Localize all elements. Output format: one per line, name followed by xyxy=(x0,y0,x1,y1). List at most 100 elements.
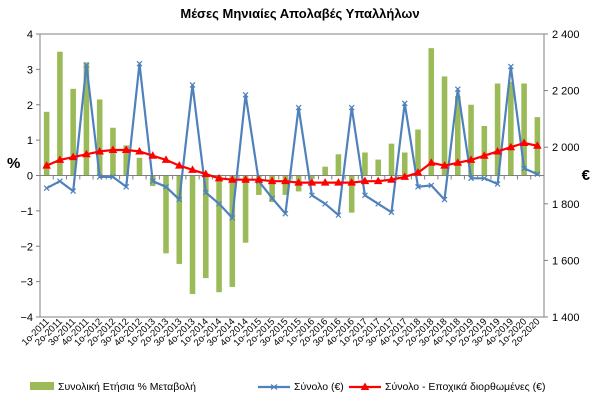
data-point xyxy=(506,142,516,151)
legend: Συνολική Ετήσια % Μεταβολή Σύνολο (€) Σύνο… xyxy=(30,381,546,393)
data-point xyxy=(189,82,196,88)
right-tick-label: 2 400 xyxy=(552,29,580,41)
data-point xyxy=(148,151,158,159)
data-point xyxy=(174,161,184,169)
data-point xyxy=(176,196,183,203)
bar xyxy=(189,175,196,295)
legend-label: Συνολική Ετήσια % Μεταβολή xyxy=(58,381,196,393)
data-point xyxy=(480,151,489,159)
data-point xyxy=(320,178,330,186)
data-point xyxy=(440,161,449,169)
data-point xyxy=(348,104,355,111)
data-point xyxy=(521,165,528,172)
data-point xyxy=(123,183,130,190)
data-point xyxy=(295,104,302,111)
bar xyxy=(401,152,408,176)
data-point xyxy=(308,192,315,199)
bar xyxy=(136,157,143,176)
data-point xyxy=(468,175,474,182)
data-point xyxy=(267,176,277,185)
bar xyxy=(70,88,76,176)
bar xyxy=(269,175,275,203)
right-axis-label: € xyxy=(582,167,591,184)
data-point xyxy=(387,175,396,183)
legend-marker xyxy=(360,382,370,390)
left-tick-label: −4 xyxy=(20,312,33,324)
bar xyxy=(216,175,222,293)
data-point xyxy=(83,62,90,69)
data-point xyxy=(43,185,50,192)
data-point xyxy=(56,178,63,185)
left-tick-label: −2 xyxy=(20,241,33,253)
data-point xyxy=(68,152,78,161)
series-line xyxy=(46,62,538,219)
data-point xyxy=(55,155,65,163)
bar xyxy=(388,143,395,176)
data-point xyxy=(242,91,249,98)
bar xyxy=(203,175,209,279)
data-point xyxy=(108,145,118,154)
data-point xyxy=(228,175,237,183)
data-point xyxy=(347,178,356,186)
bar xyxy=(242,175,249,243)
data-point xyxy=(373,176,383,185)
data-point xyxy=(322,200,329,207)
bar xyxy=(123,145,129,176)
data-point xyxy=(454,86,461,93)
data-point xyxy=(163,183,169,190)
left-tick-label: −1 xyxy=(20,206,33,218)
data-point xyxy=(254,175,264,183)
bar xyxy=(43,111,50,176)
bar xyxy=(468,104,474,176)
data-point xyxy=(494,181,501,187)
data-point xyxy=(149,178,156,185)
data-point xyxy=(453,158,463,166)
left-axis-label: % xyxy=(7,155,20,172)
data-point xyxy=(96,173,103,180)
data-point xyxy=(415,183,421,190)
data-point xyxy=(507,63,514,70)
data-point xyxy=(534,171,541,178)
data-point xyxy=(110,173,116,180)
data-point xyxy=(334,178,343,186)
right-tick-label: 1 800 xyxy=(552,199,580,211)
bar xyxy=(256,175,262,195)
data-point xyxy=(282,210,289,217)
bar xyxy=(521,83,527,176)
data-point xyxy=(229,215,236,221)
data-point xyxy=(135,146,144,155)
bar xyxy=(428,48,435,176)
bar xyxy=(494,83,501,176)
data-point xyxy=(281,176,290,185)
data-point xyxy=(441,196,448,203)
right-tick-label: 1 600 xyxy=(552,255,580,267)
bar xyxy=(57,51,63,176)
data-point xyxy=(307,178,317,186)
data-point xyxy=(294,178,303,186)
data-point xyxy=(269,195,276,202)
bar xyxy=(309,175,315,180)
data-point xyxy=(400,172,410,180)
data-point xyxy=(401,100,408,107)
data-point xyxy=(426,158,436,166)
legend-swatch xyxy=(30,382,54,390)
bar xyxy=(83,62,90,176)
legend-label: Σύνολο (€) xyxy=(294,381,344,393)
bar xyxy=(508,81,514,176)
bar xyxy=(481,125,488,176)
data-point xyxy=(335,212,342,219)
left-tick-label: 1 xyxy=(27,135,33,147)
data-point xyxy=(493,146,502,155)
left-tick-label: 2 xyxy=(27,100,33,112)
bar xyxy=(96,99,103,176)
legend-label: Σύνολο - Εποχικά διορθωμένες (€) xyxy=(385,381,546,393)
bar xyxy=(375,159,381,176)
data-point xyxy=(136,60,143,67)
data-point xyxy=(214,173,224,182)
bar xyxy=(415,129,421,176)
bar xyxy=(441,76,448,176)
data-point xyxy=(70,188,77,194)
data-point xyxy=(481,175,488,182)
data-point xyxy=(241,175,250,183)
